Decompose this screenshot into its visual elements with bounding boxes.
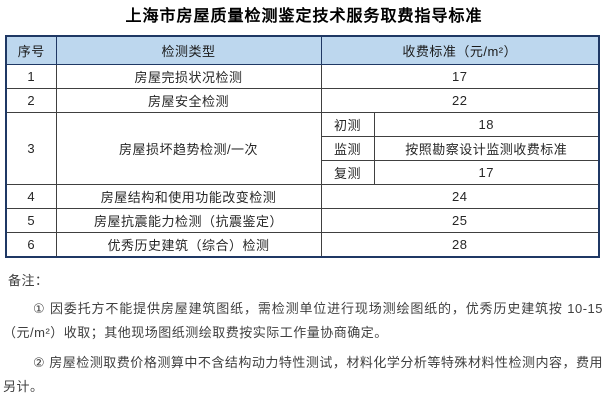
col-header-fee: 收费标准（元/m²）: [320, 35, 600, 65]
cell-index: 3: [5, 112, 57, 185]
fee-table: 序号 检测类型 收费标准（元/m²） 1 房屋完损状况检测 17 2 房屋安全检…: [5, 35, 600, 258]
table-row: 6 优秀历史建筑（综合）检测 28: [5, 232, 600, 258]
cell-fee: 22: [320, 88, 600, 113]
cell-stage: 复测: [320, 160, 375, 185]
table-row: 5 房屋抗震能力检测（抗震鉴定） 25: [5, 208, 600, 233]
cell-type: 房屋损坏趋势检测/一次: [55, 112, 322, 185]
page-title: 上海市房屋质量检测鉴定技术服务取费指导标准: [125, 8, 483, 25]
cell-type: 房屋安全检测: [55, 88, 322, 113]
cell-index: 2: [5, 88, 57, 113]
note-item-1: ① 因委托方不能提供房屋建筑图纸，需检测单位进行现场测绘图纸的，优秀历史建筑按 …: [3, 301, 603, 340]
col-header-type: 检测类型: [55, 35, 322, 65]
cell-type: 优秀历史建筑（综合）检测: [55, 232, 322, 258]
table-row: 1 房屋完损状况检测 17: [5, 64, 600, 89]
col-header-index: 序号: [5, 35, 57, 65]
cell-fee: 18: [373, 112, 600, 137]
note-item-2: ② 房屋检测取费价格测算中不含结构动力特性测试，材料化学分析等特殊材料性检测内容…: [3, 355, 603, 394]
cell-index: 1: [5, 64, 57, 89]
table-row: 3 房屋损坏趋势检测/一次 初测 18: [5, 112, 600, 185]
cell-fee: 17: [320, 64, 600, 89]
cell-index: 4: [5, 184, 57, 209]
cell-type: 房屋结构和使用功能改变检测: [55, 184, 322, 209]
cell-fee: 按照勘察设计监测收费标准: [373, 136, 600, 161]
cell-fee: 24: [320, 184, 600, 209]
cell-fee: 17: [373, 160, 600, 185]
cell-index: 5: [5, 208, 57, 233]
table-subrow: 复测 17: [6, 160, 600, 185]
notes-label: 备注：: [8, 273, 49, 288]
table-row: 2 房屋安全检测 22: [5, 88, 600, 113]
table-subrow: 监测 按照勘察设计监测收费标准: [6, 136, 600, 161]
table-header-row: 序号 检测类型 收费标准（元/m²）: [5, 35, 600, 65]
cell-stage: 监测: [320, 136, 375, 161]
cell-type: 房屋完损状况检测: [55, 64, 322, 89]
cell-type: 房屋抗震能力检测（抗震鉴定）: [55, 208, 322, 233]
cell-index: 6: [5, 232, 57, 258]
cell-fee: 28: [320, 232, 600, 258]
notes-section: 备注： ① 因委托方不能提供房屋建筑图纸，需检测单位进行现场测绘图纸的，优秀历史…: [3, 271, 603, 399]
table-row: 4 房屋结构和使用功能改变检测 24: [5, 184, 600, 209]
cell-stage: 初测: [320, 112, 375, 137]
cell-fee: 25: [320, 208, 600, 233]
